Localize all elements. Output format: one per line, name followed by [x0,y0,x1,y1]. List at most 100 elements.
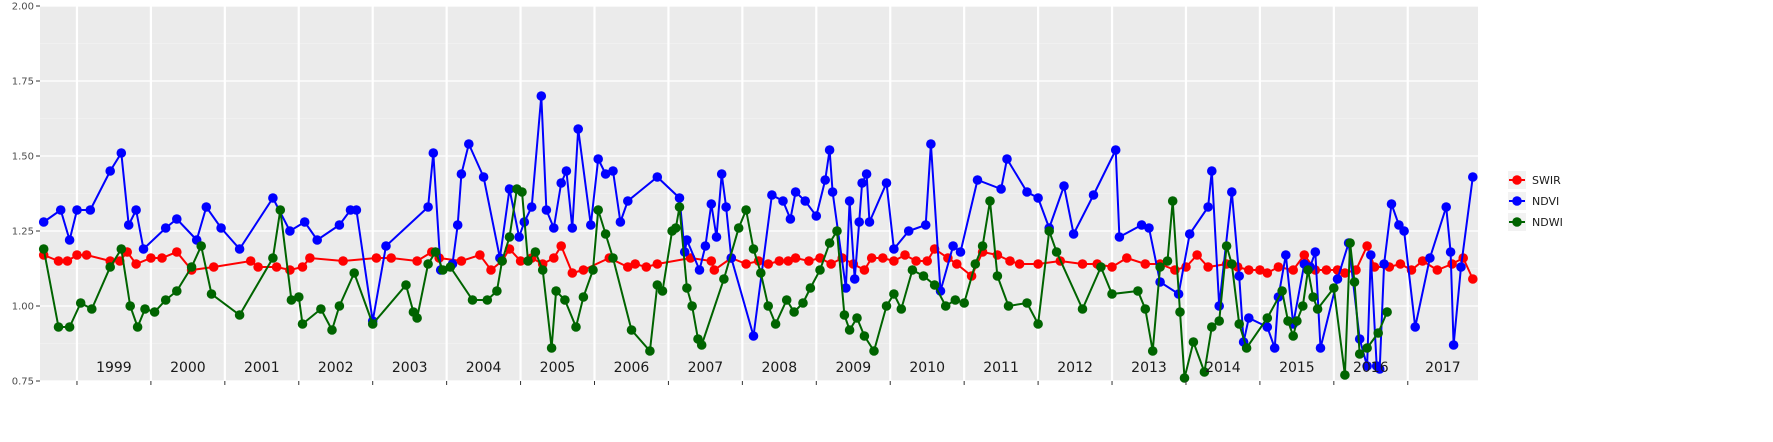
data-point-ndwi [824,238,835,248]
data-point-ndwi [560,295,570,305]
data-point-ndwi [1354,349,1365,359]
data-point-ndvi [526,202,537,212]
data-point-ndvi [573,124,583,134]
data-point-swir [1362,241,1372,251]
data-point-ndwi [53,322,64,332]
data-point-ndvi [694,265,705,275]
data-point-ndwi [294,292,304,302]
y-tick-label: 0.75 [12,377,34,388]
data-point-ndwi [1329,283,1339,293]
data-point-ndwi [852,313,862,323]
data-point-swir [371,253,382,263]
data-point-ndwi [327,325,337,335]
data-point-swir [790,253,801,263]
data-point-ndvi [1088,190,1099,200]
data-point-ndvi [285,226,295,236]
data-point-ndwi [671,223,681,233]
data-point-ndvi [1214,301,1224,311]
data-point-ndvi [1155,277,1165,287]
data-point-ndvi [1002,154,1012,164]
data-point-ndwi [1199,367,1210,377]
data-point-ndvi [615,217,626,227]
data-point-ndvi [600,169,611,179]
data-point-swir [952,259,962,269]
series-layer [38,91,1478,383]
data-point-swir [741,259,751,269]
data-point-swir [1458,253,1468,263]
data-point-swir [1255,265,1265,275]
data-point-ndwi [492,286,502,296]
data-point-swir [1033,259,1043,269]
data-point-ndwi [1044,226,1054,236]
data-point-swir [386,253,397,263]
data-point-ndwi [1003,301,1014,311]
data-point-swir [1140,259,1151,269]
data-point-ndwi [1292,316,1302,326]
grid-layer [40,5,1478,382]
data-point-ndvi [1310,247,1321,257]
data-point-ndvi [1332,274,1343,284]
data-point-ndvi [861,169,872,179]
year-label: 2013 [1131,360,1167,376]
data-point-swir [1192,250,1202,260]
data-point-ndvi [955,247,966,257]
data-point-swir [1468,274,1478,284]
data-point-ndwi [206,289,217,299]
legend-item-ndwi: NDWI [1508,213,1563,231]
data-point-ndvi [72,205,82,215]
data-point-ndvi [334,220,345,230]
data-point-ndwi [970,259,981,269]
data-point-ndvi [138,244,149,254]
data-point-ndwi [64,322,75,332]
data-point-swir [1077,259,1088,269]
data-point-ndvi [85,205,96,215]
data-point-ndwi [1283,316,1293,326]
data-point-ndwi [132,322,143,332]
year-label: 2007 [688,360,724,376]
data-point-ndwi [781,295,792,305]
legend-key-point [1512,196,1522,206]
series-ndwi [38,184,1392,383]
year-label: 1999 [96,360,132,376]
data-point-ndvi [721,202,731,212]
data-point-ndvi [608,166,618,176]
year-label: 2003 [392,360,428,376]
data-point-swir [475,250,485,260]
data-point-ndwi [1175,307,1185,317]
data-point-ndwi [832,226,842,236]
data-point-ndwi [523,256,533,266]
data-point-ndwi [186,262,197,272]
data-point-ndwi [286,295,297,305]
year-label: 2012 [1057,360,1093,376]
data-point-ndwi [805,283,816,293]
data-point-ndvi [38,217,49,227]
data-point-ndwi [105,262,115,272]
data-point-ndvi [567,223,578,233]
y-tick-label: 1.75 [12,77,34,88]
data-point-ndwi [423,259,433,269]
data-point-ndwi [1373,328,1383,338]
data-point-ndwi [551,286,561,296]
data-point-ndwi [1179,373,1190,383]
year-label: 2000 [170,360,206,376]
year-label: 2016 [1353,360,1389,376]
data-point-ndwi [588,265,598,275]
data-point-ndwi [593,205,603,215]
data-point-ndvi [536,91,547,101]
data-point-ndwi [600,229,611,239]
data-point-ndvi [841,283,851,293]
data-point-ndwi [1234,319,1244,329]
year-label: 2005 [540,360,576,376]
data-point-swir [81,250,92,260]
y-tick-label: 1.50 [12,152,34,163]
data-point-ndwi [929,280,940,290]
data-point-ndvi [1468,172,1478,182]
data-point-ndwi [1207,322,1217,332]
data-point-ndvi [920,220,931,230]
data-point-ndvi [811,211,822,221]
data-point-ndwi [1241,343,1252,353]
data-point-ndwi [645,346,655,356]
data-point-ndvi [864,217,875,227]
data-point-swir [1321,265,1332,275]
data-point-ndvi [1354,334,1365,344]
